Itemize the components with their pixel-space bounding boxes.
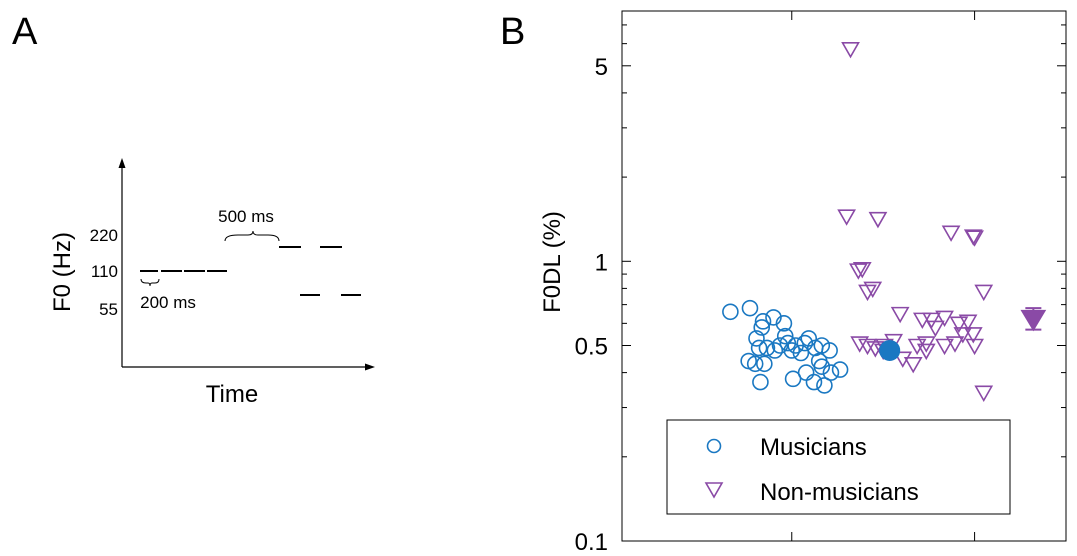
non-musician-point bbox=[916, 343, 936, 361]
panel-b-ylabel: F0DL (%) bbox=[539, 211, 566, 313]
annotation-500ms: 500 ms bbox=[218, 207, 274, 226]
non-musician-point bbox=[858, 284, 877, 302]
musician-point bbox=[756, 355, 773, 373]
legend-box bbox=[666, 419, 1011, 515]
non-musician-point bbox=[848, 263, 868, 280]
musician-point bbox=[741, 299, 759, 317]
musician-point bbox=[784, 370, 802, 388]
musician-point bbox=[787, 337, 804, 354]
musician-point bbox=[776, 327, 794, 345]
musician-point bbox=[810, 352, 828, 370]
non-musician-point bbox=[941, 225, 961, 242]
non-musician-point bbox=[953, 327, 973, 344]
brace-200ms bbox=[140, 278, 160, 287]
panel-b-x-ticks bbox=[791, 11, 976, 541]
panel-a-x-arrowhead bbox=[365, 363, 375, 371]
non-musician-point bbox=[958, 314, 978, 331]
brace-500ms bbox=[224, 230, 280, 242]
panel-a-y-arrowhead bbox=[118, 158, 126, 168]
musician-point bbox=[822, 364, 840, 381]
y-tick-label: 5 bbox=[595, 54, 608, 81]
non-musician-point bbox=[890, 306, 910, 324]
legend-non-musicians-marker bbox=[704, 482, 724, 499]
panel-b-y-ticks: 0.1 0.5 1 5 bbox=[575, 24, 1066, 556]
musician-point bbox=[796, 334, 814, 352]
legend-musicians-marker bbox=[706, 438, 722, 454]
panel-a-tick-110: 110 bbox=[91, 262, 118, 281]
non-musician-point bbox=[912, 312, 932, 329]
non-musician-point bbox=[922, 312, 941, 329]
panel-a-tick-220: 220 bbox=[90, 226, 118, 245]
non-musician-point bbox=[837, 209, 856, 226]
panel-b-summary bbox=[879, 307, 1047, 361]
musician-point bbox=[831, 361, 849, 378]
panel-a-xlabel: Time bbox=[206, 381, 258, 408]
non-musician-point bbox=[907, 338, 927, 356]
plot-frame bbox=[621, 10, 1067, 542]
panel-b-letter: B bbox=[500, 11, 525, 53]
legend: Musicians Non-musicians bbox=[666, 419, 1011, 515]
musician-point bbox=[783, 342, 801, 359]
y-tick-label: 0.1 bbox=[575, 529, 608, 556]
panel-b-points bbox=[722, 42, 994, 402]
musician-point bbox=[765, 309, 782, 326]
non-musicians-mean-marker bbox=[1020, 309, 1047, 332]
annotation-200ms: 200 ms bbox=[140, 293, 196, 312]
non-musician-point bbox=[850, 336, 870, 353]
musician-point bbox=[750, 339, 768, 357]
non-musician-point bbox=[963, 327, 983, 344]
musicians-mean-marker bbox=[879, 339, 901, 361]
y-tick-label: 0.5 bbox=[575, 333, 608, 360]
non-musician-point bbox=[965, 230, 984, 247]
non-musician-point bbox=[868, 211, 888, 229]
musician-point bbox=[821, 342, 838, 359]
musician-point bbox=[758, 339, 776, 357]
non-musician-point bbox=[949, 316, 969, 333]
tone-sequence bbox=[140, 246, 361, 296]
non-musician-point bbox=[852, 262, 872, 279]
panel-a-ylabel: F0 (Hz) bbox=[49, 232, 76, 312]
panel-a-tick-55: 55 bbox=[99, 300, 118, 319]
non-musician-point bbox=[858, 338, 877, 356]
musician-point bbox=[753, 319, 771, 336]
y-tick-label: 1 bbox=[595, 249, 608, 276]
musician-point bbox=[746, 355, 764, 373]
musician-point bbox=[748, 330, 765, 347]
non-musician-point bbox=[935, 338, 954, 356]
legend-musicians-label: Musicians bbox=[760, 434, 867, 461]
non-musician-point bbox=[965, 338, 984, 356]
legend-non-musicians-label: Non-musicians bbox=[760, 479, 919, 506]
panel-a: A F0 (Hz) Time 220 110 55 500 ms 200 ms bbox=[12, 11, 375, 408]
musician-point bbox=[816, 377, 833, 394]
non-musician-point bbox=[903, 357, 923, 374]
panel-b: B F0DL (%) 0.1 0.5 1 5 Musicians Non-musici… bbox=[500, 10, 1067, 556]
musician-point bbox=[766, 342, 784, 359]
non-musician-point bbox=[974, 385, 994, 402]
musician-point bbox=[754, 313, 772, 330]
musician-point bbox=[805, 373, 823, 391]
non-musician-point bbox=[863, 281, 883, 299]
non-musician-point bbox=[926, 320, 945, 338]
non-musician-point bbox=[841, 42, 860, 59]
panel-a-letter: A bbox=[12, 11, 38, 53]
non-musician-point bbox=[935, 310, 954, 328]
non-musician-point bbox=[974, 284, 994, 302]
musician-point bbox=[722, 303, 739, 321]
musician-point bbox=[775, 315, 793, 332]
non-musician-point bbox=[945, 336, 965, 353]
musician-point bbox=[752, 373, 769, 391]
